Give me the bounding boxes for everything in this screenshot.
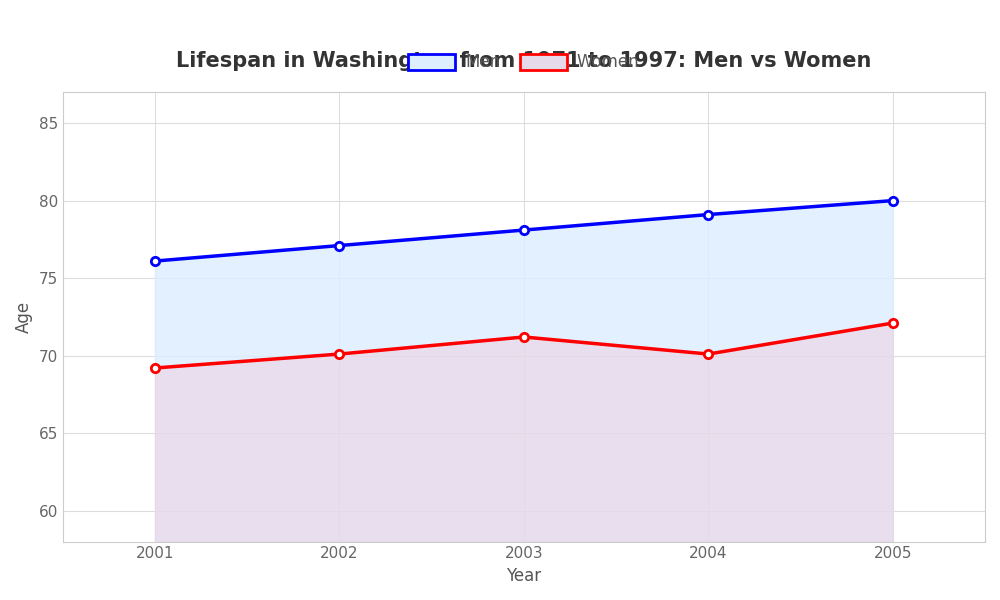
Title: Lifespan in Washington from 1971 to 1997: Men vs Women: Lifespan in Washington from 1971 to 1997…: [176, 51, 872, 71]
Legend: Men, Women: Men, Women: [402, 47, 646, 78]
Y-axis label: Age: Age: [15, 301, 33, 333]
X-axis label: Year: Year: [506, 567, 541, 585]
